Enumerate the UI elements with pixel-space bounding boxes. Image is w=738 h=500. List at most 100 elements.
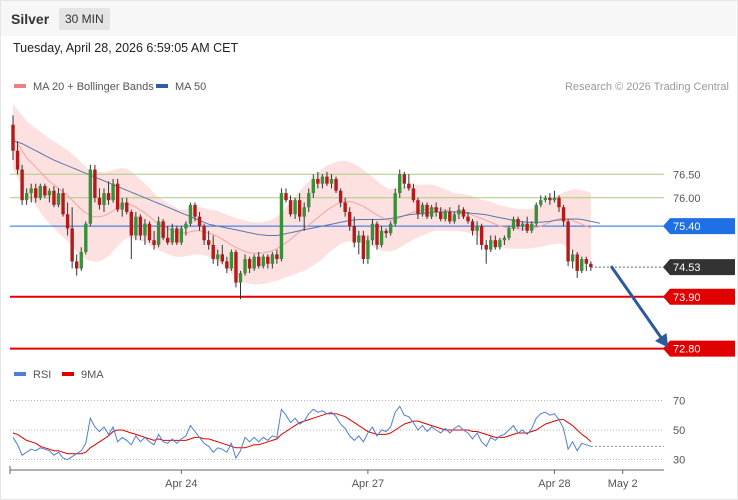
candles [11,115,593,300]
candle [316,171,320,189]
candle [366,235,370,264]
rsi-legend-swatch [62,372,74,376]
chart-header: Silver 30 MIN [1,1,736,36]
candle [530,221,534,234]
candle-body [247,259,252,269]
legend-label[interactable]: MA 20 + Bollinger Bands [33,81,154,93]
candle [188,202,193,227]
candle-body [498,240,502,248]
candle [498,237,502,250]
candle [357,230,361,255]
candle [348,207,352,231]
candle [420,202,425,217]
candle-body [352,226,356,243]
legend-swatch [14,84,26,88]
candle [388,221,393,236]
candle-body [348,211,352,227]
candle-body [452,214,457,222]
candle [502,235,507,245]
candle [429,204,434,220]
candle [120,197,124,217]
candle [493,235,497,250]
candle [370,219,375,245]
candle [170,223,174,245]
candle-body [457,209,461,215]
candle [461,207,466,220]
candle [61,188,65,217]
candle [543,195,548,203]
rsi-line [12,405,592,461]
price-legend: MA 20 + Bollinger Bands MA 50 Research © 2… [14,81,729,93]
candle [266,254,270,269]
candle-body [475,226,479,231]
candle-body [329,178,334,184]
candle-body [561,207,566,222]
candle [425,202,429,220]
candle [520,221,525,231]
candle-body [580,259,584,271]
candle [161,219,165,241]
candle [115,178,120,212]
level-labels: 76.50 76.00 75.40 74.53 73.90 72.80 [663,169,735,357]
candle-body [70,228,74,262]
candle-body [211,244,215,260]
candle [307,188,311,212]
candle [88,164,93,227]
candle-body [47,190,52,196]
candle-body [370,223,375,241]
candle [489,235,493,252]
candle [539,195,543,208]
candle [65,202,70,236]
candle-body [243,259,247,274]
rsi-legend-label[interactable]: RSI [33,369,51,381]
candle [375,221,379,250]
candle-body [38,186,42,198]
candle [147,221,152,243]
candle-body [175,228,179,243]
candle-body [257,256,261,267]
candle [156,216,161,248]
candle [138,214,143,241]
candle [580,256,584,274]
candle-body [143,223,147,236]
candle-body [279,193,284,260]
candle [434,202,438,217]
candle [352,216,356,248]
candle-body [466,216,470,222]
candle-body [134,216,138,236]
candle-body [502,237,507,241]
candle [288,195,293,217]
candle-body [530,223,534,231]
legend-label[interactable]: MA 50 [175,81,206,93]
rsi-legend-label[interactable]: 9MA [81,369,104,381]
candle [457,204,461,220]
candle [566,219,570,267]
candle [379,226,384,248]
candle [516,216,520,229]
candle [443,209,447,222]
rsi-tick-label: 70 [673,395,685,407]
candle [293,197,297,220]
candle-body [106,193,111,201]
timeframe-badge[interactable]: 30 MIN [59,8,110,30]
candle-body [461,209,466,217]
candle-body [375,223,379,245]
candle-body [511,219,516,229]
candle [238,270,243,300]
candle [257,251,261,269]
candle-body [184,223,188,229]
candle-body [125,202,129,212]
candle [197,211,202,231]
candle-body [275,254,279,260]
candle [525,216,529,234]
candle-body [525,223,529,231]
candle [270,251,275,269]
level-label: 75.40 [673,221,701,233]
legend-swatch [156,84,168,88]
x-tick-label: Apr 24 [165,478,197,490]
candle-body [507,228,511,238]
candle-body [516,219,520,227]
level-label: 74.53 [673,262,701,274]
candle-body [343,202,347,212]
